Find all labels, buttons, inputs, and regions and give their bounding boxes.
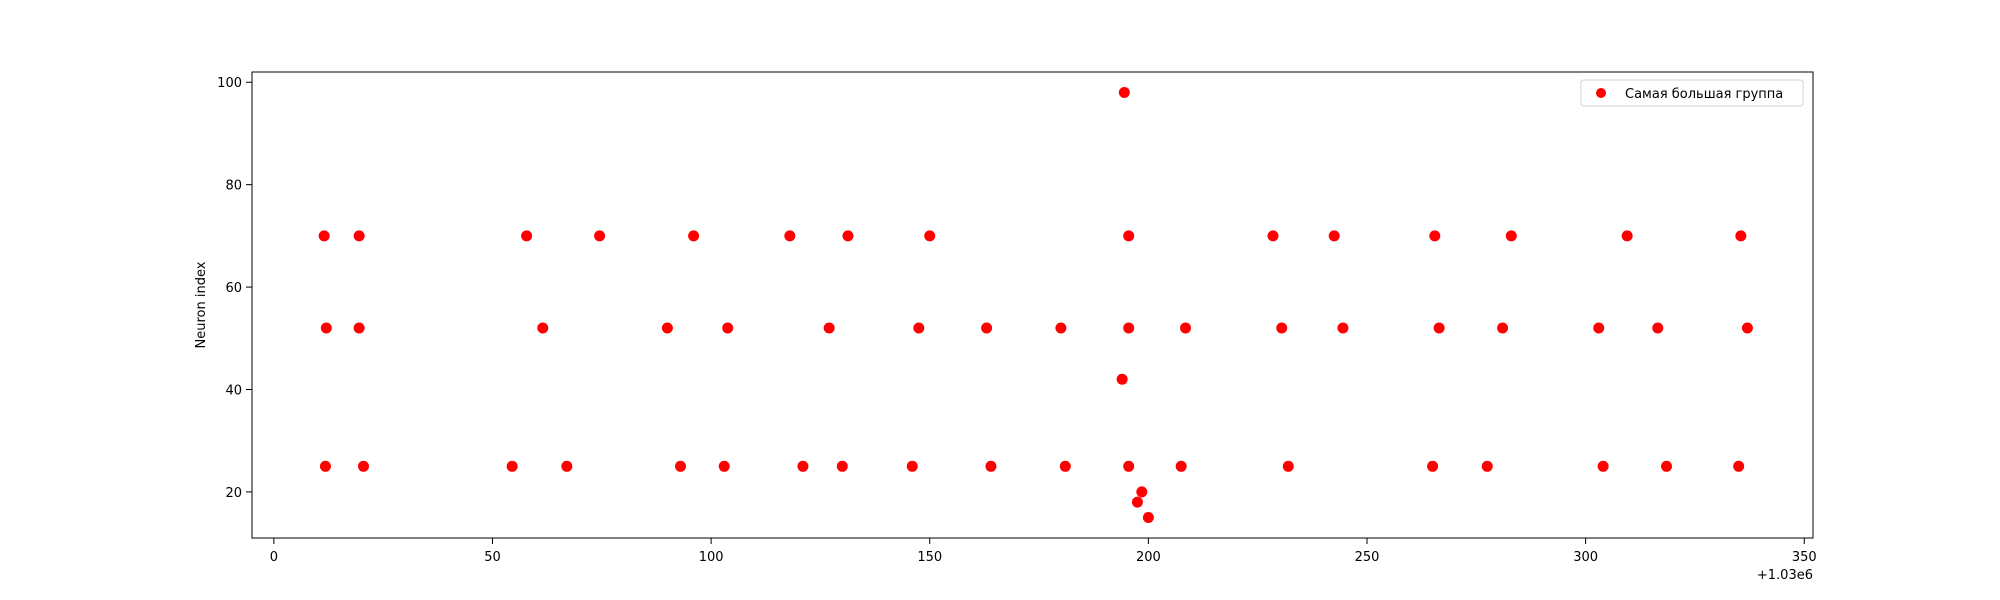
data-point xyxy=(981,322,993,334)
plot-area-frame xyxy=(251,71,1814,539)
data-point xyxy=(1621,230,1633,242)
data-point xyxy=(1735,230,1747,242)
data-point xyxy=(1136,486,1148,498)
data-point xyxy=(594,230,606,242)
data-point xyxy=(1597,460,1609,472)
data-point xyxy=(1123,460,1135,472)
data-point xyxy=(1741,322,1753,334)
data-point xyxy=(1593,322,1605,334)
y-tick-label: 20 xyxy=(225,486,242,501)
data-point xyxy=(1123,230,1135,242)
y-tick-label: 60 xyxy=(225,281,242,296)
x-tick-label: 100 xyxy=(699,550,724,565)
data-point xyxy=(1505,230,1517,242)
legend: Самая большая группа xyxy=(1580,79,1804,107)
y-axis-label: Neuron index xyxy=(194,261,209,348)
data-point xyxy=(1733,460,1745,472)
data-point xyxy=(1276,322,1288,334)
y-tick-label: 100 xyxy=(217,76,242,91)
data-point xyxy=(1337,322,1349,334)
data-point xyxy=(1055,322,1067,334)
x-tick-label: 350 xyxy=(1792,550,1817,565)
data-point xyxy=(537,322,549,334)
data-point xyxy=(319,460,331,472)
x-tick-label: 150 xyxy=(917,550,942,565)
data-point xyxy=(675,460,687,472)
data-point xyxy=(506,460,518,472)
data-point xyxy=(1116,373,1128,385)
data-point xyxy=(1497,322,1509,334)
data-point xyxy=(1267,230,1279,242)
y-tick-label: 40 xyxy=(225,383,242,398)
data-point xyxy=(1059,460,1071,472)
x-tick-label: 50 xyxy=(484,550,501,565)
legend-marker xyxy=(1596,88,1606,98)
data-point xyxy=(797,460,809,472)
data-point xyxy=(718,460,730,472)
data-point xyxy=(320,322,332,334)
data-point xyxy=(661,322,673,334)
data-point xyxy=(1427,460,1439,472)
data-point xyxy=(784,230,796,242)
x-axis-offset-label: +1.03e6 xyxy=(1757,568,1813,583)
data-point xyxy=(1429,230,1441,242)
x-tick-label: 200 xyxy=(1136,550,1161,565)
legend-label: Самая большая группа xyxy=(1625,87,1783,102)
x-axis-ticks: 0 50 100 150 200 250 300 350 xyxy=(270,538,1817,565)
data-point xyxy=(1652,322,1664,334)
data-point xyxy=(836,460,848,472)
data-point xyxy=(823,322,835,334)
data-point xyxy=(1328,230,1340,242)
data-point xyxy=(353,230,365,242)
y-tick-label: 80 xyxy=(225,179,242,194)
data-point xyxy=(924,230,936,242)
data-point xyxy=(1118,86,1130,98)
data-point xyxy=(1180,322,1192,334)
data-point xyxy=(1661,460,1673,472)
data-point xyxy=(561,460,573,472)
legend-box xyxy=(1580,79,1804,107)
data-point xyxy=(1131,496,1143,508)
data-point xyxy=(985,460,997,472)
data-point xyxy=(353,322,365,334)
data-point xyxy=(913,322,925,334)
data-point xyxy=(906,460,918,472)
data-point xyxy=(1282,460,1294,472)
data-point xyxy=(1142,512,1154,524)
data-point xyxy=(358,460,369,472)
data-point xyxy=(842,230,854,242)
data-point xyxy=(1123,322,1135,334)
x-tick-label: 0 xyxy=(270,550,278,565)
data-point xyxy=(521,230,533,242)
x-tick-label: 300 xyxy=(1573,550,1598,565)
y-axis-ticks: 20 40 60 80 100 xyxy=(217,76,252,501)
data-point xyxy=(722,322,734,334)
x-tick-label: 250 xyxy=(1355,550,1380,565)
data-point xyxy=(1481,460,1493,472)
data-point xyxy=(1433,322,1445,334)
data-point xyxy=(1175,460,1187,472)
data-point xyxy=(318,230,330,242)
data-point xyxy=(688,230,700,242)
data-points xyxy=(318,86,1753,524)
